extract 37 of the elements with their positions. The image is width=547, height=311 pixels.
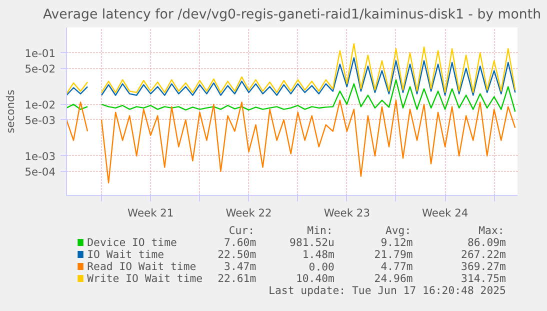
- text: 3.47m: [224, 260, 256, 273]
- text: 7.60m: [224, 236, 256, 249]
- x-tick-label: Week 24: [422, 206, 468, 220]
- text: 9.12m: [380, 236, 413, 249]
- text: Min:: [307, 224, 333, 237]
- legend-label: Device IO time: [87, 236, 177, 249]
- y-tick-label: 5e-02: [24, 62, 56, 76]
- x-tick-label: Week 23: [324, 206, 370, 220]
- text: 10.40m: [296, 272, 334, 285]
- chart-title: Average latency for /dev/vg0-regis-ganeti-raid1/kaiminus-disk1 - by month: [42, 8, 542, 22]
- text: 314.75m: [461, 272, 506, 285]
- legend-label: Read IO Wait time: [87, 260, 196, 273]
- text: 24.96m: [374, 272, 413, 285]
- text: 86.09m: [467, 236, 506, 249]
- text: 1.48m: [302, 248, 334, 261]
- y-axis-title: seconds: [4, 89, 17, 134]
- text: 0.00: [308, 260, 334, 274]
- legend-label: Write IO Wait time: [87, 272, 203, 285]
- y-tick-label: 1e-01: [24, 46, 56, 60]
- text: Cur:: [228, 224, 254, 237]
- y-tick-label: 5e-03: [24, 114, 56, 127]
- y-tick-label: 5e-04: [24, 165, 56, 178]
- text: 22.50m: [218, 248, 256, 261]
- text: Avg:: [385, 224, 412, 237]
- text: 267.22m: [461, 248, 506, 261]
- x-tick-label: Week 21: [128, 206, 174, 220]
- legend-label: IO Wait time: [87, 248, 164, 261]
- y-tick-label: 1e-03: [24, 150, 56, 163]
- text: 981.52u: [290, 236, 334, 249]
- text: Max:: [478, 224, 504, 237]
- text: 22.61m: [218, 272, 256, 285]
- text: Last update: Tue Jun 17 16:20:48 2025: [268, 284, 506, 297]
- text: 4.77m: [380, 260, 413, 273]
- text: 369.27m: [461, 260, 506, 273]
- y-tick-label: 1e-02: [24, 98, 56, 112]
- text: 21.79m: [374, 248, 413, 261]
- x-tick-label: Week 22: [226, 206, 272, 220]
